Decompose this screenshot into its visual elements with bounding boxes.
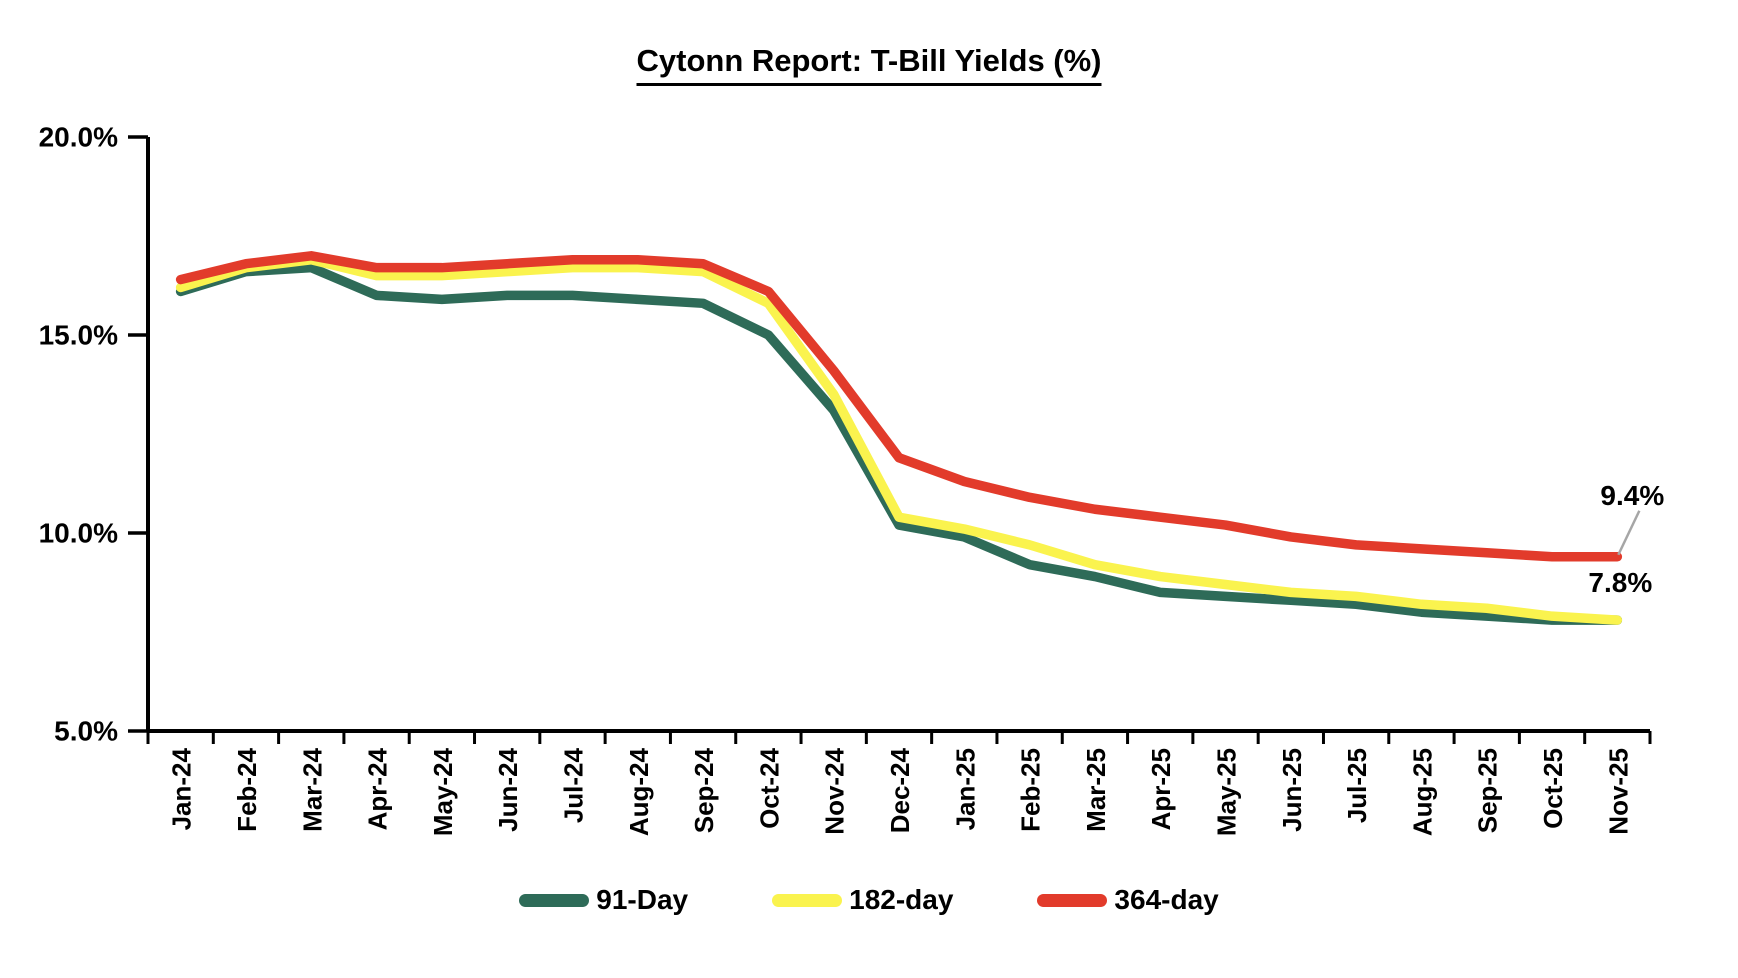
legend-item-364-day: 364-day bbox=[1037, 884, 1219, 915]
annotation-7.8%: 7.8% bbox=[1588, 567, 1652, 598]
chart-title: Cytonn Report: T-Bill Yields (%) bbox=[636, 43, 1102, 87]
x-tick-label: Nov-25 bbox=[1603, 748, 1633, 835]
legend-label-364-day: 364-day bbox=[1114, 884, 1219, 915]
annotation-label: 7.8% bbox=[1588, 567, 1652, 598]
legend-swatch-91-day-icon bbox=[519, 893, 590, 907]
x-tick-label: Aug-25 bbox=[1407, 748, 1437, 836]
legend-swatch-364-day-icon bbox=[1037, 893, 1108, 907]
x-tick-label: Feb-25 bbox=[1016, 748, 1046, 832]
y-tick-label: 20.0% bbox=[39, 122, 118, 153]
legend-item-91-day: 91-Day bbox=[519, 886, 688, 914]
legend-label-91-day: 91-Day bbox=[596, 884, 689, 915]
series-line-182-day bbox=[175, 255, 1623, 625]
x-tick-label: Jul-25 bbox=[1342, 748, 1372, 823]
chart-legend: 91-Day 182-day 364-day bbox=[0, 886, 1738, 914]
y-axis: 20.0% 15.0% 10.0% 5.0% bbox=[39, 122, 150, 747]
x-tick-label: Jun-24 bbox=[493, 747, 523, 831]
x-tick-label: Nov-24 bbox=[820, 747, 850, 834]
x-tick-label: Mar-25 bbox=[1081, 748, 1111, 832]
x-tick-label: Feb-24 bbox=[232, 747, 262, 831]
x-tick-label: Apr-24 bbox=[363, 747, 393, 830]
x-tick-label: Aug-24 bbox=[624, 747, 654, 836]
y-tick-label: 10.0% bbox=[39, 518, 118, 549]
x-tick-label: Jun-25 bbox=[1277, 748, 1307, 832]
x-axis: Jan-24 Feb-24 Mar-24 Apr-24 May-24 Jun-24 Jul-… bbox=[146, 729, 1652, 836]
x-tick-label: Jul-24 bbox=[558, 747, 588, 823]
x-tick-label: Mar-24 bbox=[297, 747, 327, 831]
x-tick-label: Dec-24 bbox=[885, 747, 915, 833]
y-tick-label: 15.0% bbox=[39, 320, 118, 351]
legend-item-182-day: 182-day bbox=[772, 886, 953, 914]
annotation-leader-line bbox=[1617, 510, 1641, 556]
x-tick-label: May-24 bbox=[428, 747, 458, 836]
x-tick-label: Jan-25 bbox=[950, 748, 980, 830]
x-tick-label: Apr-25 bbox=[1146, 748, 1176, 830]
x-tick-label: Oct-24 bbox=[754, 747, 784, 828]
annotation-label: 9.4% bbox=[1600, 480, 1664, 511]
x-tick-label: Sep-25 bbox=[1473, 748, 1503, 833]
annotation-9.4%: 9.4% bbox=[1600, 480, 1664, 556]
series-line-91-day bbox=[175, 262, 1623, 625]
legend-swatch-182-day-icon bbox=[772, 893, 843, 907]
y-tick-label: 5.0% bbox=[54, 716, 118, 747]
x-tick-label: Jan-24 bbox=[167, 747, 197, 830]
x-tick-label: Sep-24 bbox=[689, 747, 719, 833]
x-tick-label: May-25 bbox=[1212, 748, 1242, 836]
series-line-364-day bbox=[175, 251, 1623, 562]
x-tick-label: Oct-25 bbox=[1538, 748, 1568, 829]
legend-label-182-day: 182-day bbox=[849, 884, 954, 915]
